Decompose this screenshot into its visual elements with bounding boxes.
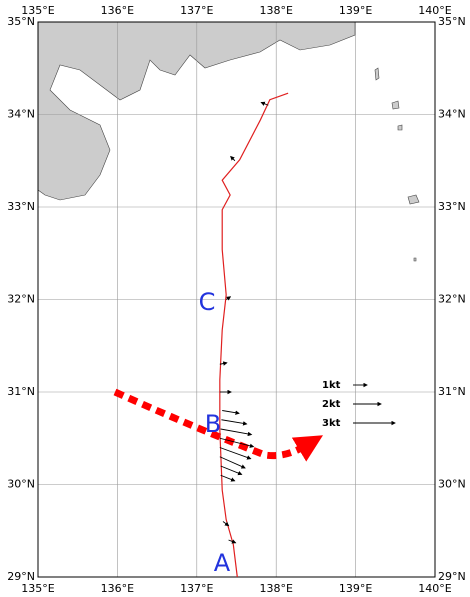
- y-tick-label: 30°N: [438, 478, 466, 491]
- current-vector: [222, 410, 240, 415]
- ship-track: [219, 92, 289, 578]
- x-tick-label: 140°E: [418, 4, 451, 17]
- y-tick-label: 29°N: [438, 570, 466, 583]
- legend-label: 1kt: [322, 380, 341, 391]
- current-vector: [219, 361, 228, 366]
- y-tick-label: 31°N: [438, 385, 466, 398]
- current-vector: [230, 155, 236, 162]
- y-tick-label: 35°N: [438, 15, 466, 28]
- x-tick-label: 137°E: [180, 4, 213, 17]
- x-tick-label: 138°E: [259, 582, 292, 595]
- current-vector: [219, 447, 252, 460]
- y-tick-label: 33°N: [7, 200, 35, 213]
- point-label: C: [199, 288, 216, 316]
- y-tick-label: 30°N: [7, 478, 35, 491]
- y-tick-label: 34°N: [7, 108, 35, 121]
- current-vector: [228, 539, 237, 544]
- current-vector: [219, 456, 246, 469]
- x-tick-label: 135°E: [21, 4, 54, 17]
- frame: [37, 21, 436, 578]
- y-tick-label: 29°N: [7, 570, 35, 583]
- x-tick-label: 139°E: [339, 4, 372, 17]
- x-tick-label: 136°E: [101, 4, 134, 17]
- current-vector: [260, 101, 269, 106]
- y-tick-label: 33°N: [438, 200, 466, 213]
- x-tick-label: 140°E: [418, 582, 451, 595]
- current-vector: [219, 437, 255, 448]
- point-label: A: [214, 549, 231, 577]
- legend-label: 3kt: [322, 418, 341, 429]
- y-tick-label: 34°N: [438, 108, 466, 121]
- legend-label: 2kt: [322, 399, 341, 410]
- current-vector: [221, 419, 248, 426]
- graticule: [37, 21, 436, 578]
- y-tick-label: 31°N: [7, 385, 35, 398]
- y-tick-label: 35°N: [7, 15, 35, 28]
- x-tick-label: 138°E: [259, 4, 292, 17]
- current-vector: [220, 465, 243, 476]
- land: [38, 22, 420, 262]
- x-tick-label: 136°E: [101, 582, 134, 595]
- x-tick-label: 137°E: [180, 582, 213, 595]
- current-vector: [222, 521, 230, 527]
- current-vector: [220, 474, 236, 482]
- x-tick-label: 139°E: [339, 582, 372, 595]
- y-tick-label: 32°N: [7, 293, 35, 306]
- x-tick-label: 135°E: [21, 582, 54, 595]
- point-label: B: [205, 410, 221, 438]
- current-vector: [220, 428, 253, 437]
- y-tick-label: 32°N: [438, 293, 466, 306]
- current-vector: [225, 296, 232, 301]
- kuroshio-arrow: [113, 388, 324, 462]
- marks: [219, 92, 289, 578]
